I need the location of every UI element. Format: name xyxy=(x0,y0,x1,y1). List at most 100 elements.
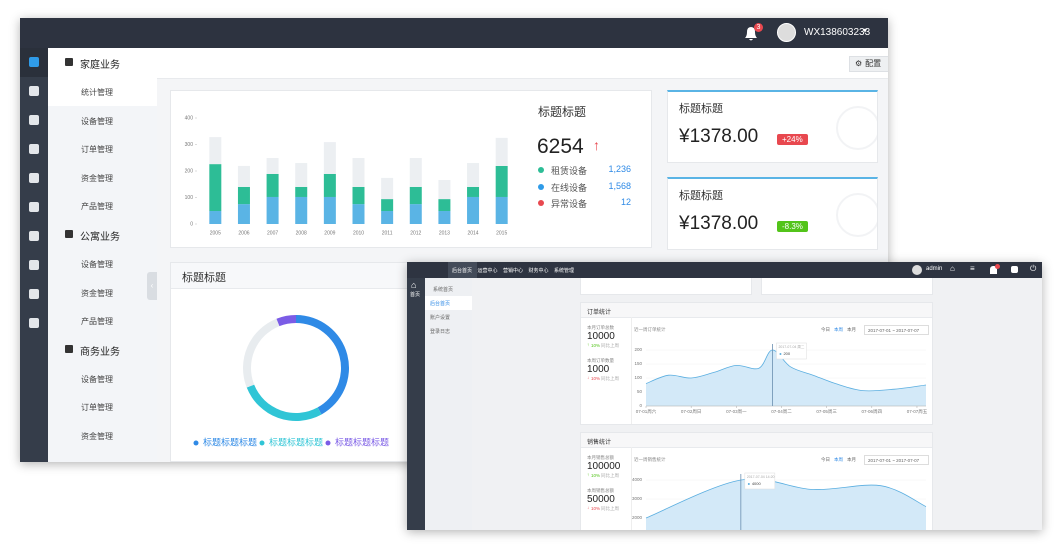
nav-icon[interactable] xyxy=(20,193,48,222)
menu-item-label: 产品管理 xyxy=(81,317,113,327)
stat-arrow: ↓ xyxy=(587,505,590,510)
y-tick-label: 50 xyxy=(637,389,643,394)
y-tick-label: 200 xyxy=(185,168,194,174)
stat-label: 本周订单数量 xyxy=(587,358,614,363)
item-value: 12 xyxy=(620,197,631,207)
icon-glyph xyxy=(29,57,39,67)
menu-icon[interactable]: ≡ xyxy=(970,264,975,273)
home-label[interactable]: 首页 xyxy=(410,292,421,298)
menu-item[interactable]: 设备管理 xyxy=(48,106,157,135)
menu-item[interactable]: 订单管理 xyxy=(48,134,157,163)
menu-item[interactable]: 产品管理 xyxy=(48,306,157,335)
x-tick-label: 07-06周四 xyxy=(862,409,883,415)
bell-badge: 3 xyxy=(754,23,763,32)
menu-item-label: 后台首页 xyxy=(430,301,451,307)
y-tick-label: 3000 xyxy=(632,496,643,501)
bar-segment xyxy=(381,199,394,212)
nav-icon[interactable] xyxy=(20,48,48,77)
menu-item-label: 订单管理 xyxy=(81,145,113,155)
avatar[interactable] xyxy=(777,23,796,42)
nav-label: 营销中心 xyxy=(503,268,524,274)
menu-item[interactable]: 登录日志 xyxy=(425,324,472,338)
menu-item[interactable]: 资金管理 xyxy=(48,278,157,307)
user-name[interactable]: WX138603233 xyxy=(804,27,871,38)
nav-icon[interactable] xyxy=(20,106,48,135)
menu-item[interactable]: 账户设置 xyxy=(425,310,472,324)
bar-segment xyxy=(495,137,508,166)
menu-item[interactable]: 产品管理 xyxy=(48,191,157,220)
nav-item[interactable]: 后台首页 xyxy=(448,262,477,278)
filter-tab[interactable]: 本周 xyxy=(834,327,843,332)
sub-menu: 系统首页后台首页账户设置 登录日志 xyxy=(425,278,472,530)
nav-icon[interactable] xyxy=(20,222,48,251)
filter-tab[interactable]: 本周 xyxy=(834,457,843,462)
bell-badge xyxy=(995,264,1000,269)
nav-item[interactable]: 财务中心 xyxy=(525,262,550,278)
menu-item[interactable]: 后台首页 xyxy=(425,296,472,310)
menu-item[interactable]: 统计管理 xyxy=(48,77,157,106)
bar-segment xyxy=(295,196,308,224)
filter-tab[interactable]: 今日 xyxy=(821,457,830,462)
x-tick-label: 2015 xyxy=(496,230,507,236)
bar-segment xyxy=(409,158,422,187)
avatar[interactable] xyxy=(912,265,922,275)
tooltip-box xyxy=(744,472,776,490)
bar-segment xyxy=(266,158,279,174)
top-bar: admin ⌂ ≡ ⏻ 后台首页 运营中心 营销中心 财务中心 系统管理 xyxy=(407,262,1042,278)
panel-title: 订单统计 xyxy=(587,310,612,316)
y-tick-label: 4000 xyxy=(632,477,643,482)
bell-icon[interactable] xyxy=(990,266,997,274)
filter-tab[interactable]: 今日 xyxy=(821,327,830,332)
menu-item[interactable]: 资金管理 xyxy=(48,163,157,192)
tooltip-value: 200 xyxy=(783,351,790,356)
tooltip-box xyxy=(776,342,807,360)
nav-label: 后台首页 xyxy=(452,268,473,274)
date-range-box[interactable]: 2017-07-01 ~ 2017-07-07 xyxy=(864,325,929,335)
menu-item[interactable]: 设备管理 xyxy=(48,364,157,393)
bell-icon[interactable] xyxy=(742,25,762,43)
power-icon[interactable]: ⏻ xyxy=(1030,264,1037,273)
menu-item[interactable]: 订单管理 xyxy=(48,392,157,421)
group-icon xyxy=(65,58,73,66)
filter-tab[interactable]: 本月 xyxy=(847,327,856,332)
nav-item[interactable]: 运营中心 xyxy=(474,262,499,278)
menu-item-label: 资金管理 xyxy=(81,288,113,298)
nav-label: 运营中心 xyxy=(477,268,498,274)
nav-item[interactable]: 营销中心 xyxy=(499,262,524,278)
x-tick-label: 2007 xyxy=(267,230,278,236)
legend-dot xyxy=(325,440,331,446)
home-icon[interactable]: ⌂ xyxy=(950,264,955,273)
stat-card: 标题标题 ¥1378.00 +24% xyxy=(667,90,878,163)
nav-icon[interactable] xyxy=(20,280,48,309)
home-icon[interactable]: ⌂ xyxy=(411,280,417,290)
plugin-icon[interactable] xyxy=(1011,266,1018,273)
user-name[interactable]: admin xyxy=(926,266,943,272)
nav-icon[interactable] xyxy=(20,309,48,338)
bar-segment xyxy=(467,186,480,197)
filter-tab[interactable]: 本月 xyxy=(847,457,856,462)
menu-group: 商务业务 xyxy=(48,335,157,364)
menu-item[interactable]: 设备管理 xyxy=(48,249,157,278)
nav-icon[interactable] xyxy=(20,251,48,280)
card-amount: ¥1378.00 xyxy=(679,126,759,147)
bar-segment xyxy=(266,196,279,224)
chart-panel: 订单统计 本月订单总数 10000 ↑ 10% 同比上周 本周订单数量 1000 ↓ 10% 同比上… xyxy=(580,302,933,425)
date-range-box[interactable]: 2017-07-01 ~ 2017-07-07 xyxy=(864,455,929,465)
nav-icon[interactable] xyxy=(20,77,48,106)
status-dot xyxy=(538,183,544,190)
nav-item[interactable]: 系统管理 xyxy=(550,262,575,278)
stat-value: 100000 xyxy=(587,461,621,472)
card-badge: -8.3% xyxy=(777,221,808,232)
config-button[interactable]: ⚙ 配置 xyxy=(849,56,888,72)
card-title: 标题标题 xyxy=(679,103,723,115)
menu-group: 家庭业务 xyxy=(48,48,157,77)
item-label: 异常设备 xyxy=(551,199,588,209)
collapse-tab[interactable]: ‹ xyxy=(147,272,157,300)
nav-icon[interactable] xyxy=(20,164,48,193)
menu-item[interactable]: 资金管理 xyxy=(48,421,157,450)
bar-segment xyxy=(352,204,365,224)
menu-item[interactable]: 系统首页 xyxy=(425,282,472,296)
legend-label: 标题标题标题 xyxy=(335,436,389,447)
nav-icon[interactable] xyxy=(20,135,48,164)
bar-segment xyxy=(495,165,508,197)
